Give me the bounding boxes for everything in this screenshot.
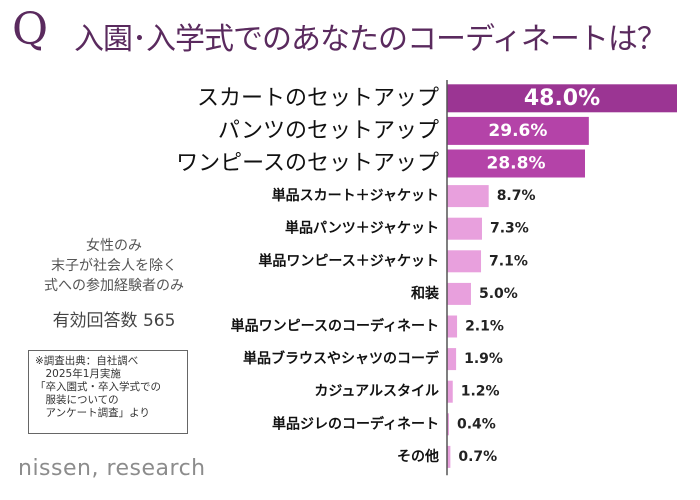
bar-7	[447, 282, 471, 305]
respondent-count: 有効回答数 565	[52, 311, 176, 331]
data-label-10: 1.2%	[461, 384, 500, 400]
data-label-2: 29.6%	[488, 121, 547, 141]
bar-8	[447, 315, 458, 338]
category-label-11: 単品ジレのコーディネート	[272, 415, 439, 432]
category-label-3: ワンピースのセットアップ	[176, 151, 439, 176]
title-text: 入園･入学式でのあなたのコーディネートは？	[74, 22, 667, 57]
bar-12	[447, 445, 451, 468]
source-line-2: 2025年1月実施	[35, 368, 121, 380]
category-label-2: パンツのセットアップ	[218, 118, 439, 143]
category-label-4: 単品スカート＋ジャケット	[272, 187, 439, 204]
category-label-6: 単品ワンピース＋ジャケット	[258, 252, 439, 269]
data-label-6: 7.1%	[489, 253, 528, 269]
category-label-7: 和装	[411, 285, 440, 302]
bar-3	[447, 149, 585, 178]
bar-2	[447, 116, 589, 145]
data-label-5: 7.3%	[490, 221, 529, 237]
category-label-9: 単品ブラウスやシャツのコーデ	[243, 350, 440, 367]
note-line-1: 女性のみ	[86, 238, 142, 254]
bar-4	[447, 185, 489, 208]
bar-5	[447, 217, 482, 240]
data-label-7: 5.0%	[479, 286, 518, 302]
category-label-10: カジュアルスタイル	[314, 384, 439, 400]
brand-logo-text: nissen, research	[18, 456, 206, 481]
bar-11	[447, 413, 449, 436]
source-line-5: アンケート調査」より	[35, 407, 150, 419]
source-box: ※調査出典：自社調べ 2025年1月実施 「卒入園式・卒入学式での 服装について…	[28, 350, 188, 434]
bar-1	[447, 84, 677, 113]
data-label-1: 48.0%	[524, 86, 600, 111]
source-line-1: ※調査出典：自社調べ	[35, 355, 139, 367]
q-mark: Q	[12, 4, 49, 55]
bar-6	[447, 250, 482, 273]
data-label-8: 2.1%	[465, 319, 504, 335]
source-line-3: 「卒入園式・卒入学式での	[35, 381, 161, 393]
chart-title: Q 入園･入学式でのあなたのコーディネートは？	[12, 4, 688, 58]
data-label-3: 28.8%	[487, 154, 546, 174]
note-line-3: 式への参加経験者のみ	[44, 278, 184, 294]
category-label-8: 単品ワンピースのコーディネート	[231, 318, 439, 335]
category-label-5: 単品パンツ＋ジャケット	[285, 220, 439, 237]
bar-9	[447, 348, 457, 371]
data-label-12: 0.7%	[458, 449, 497, 465]
category-label-1: スカートのセットアップ	[197, 86, 439, 111]
category-label-12: その他	[397, 448, 439, 465]
bar-10	[447, 380, 453, 403]
note-line-2: 末子が社会人を除く	[51, 258, 177, 274]
data-label-4: 8.7%	[497, 188, 536, 204]
data-label-9: 1.9%	[464, 351, 503, 367]
source-line-4: 服装についての	[35, 394, 119, 406]
data-label-11: 0.4%	[457, 416, 496, 432]
